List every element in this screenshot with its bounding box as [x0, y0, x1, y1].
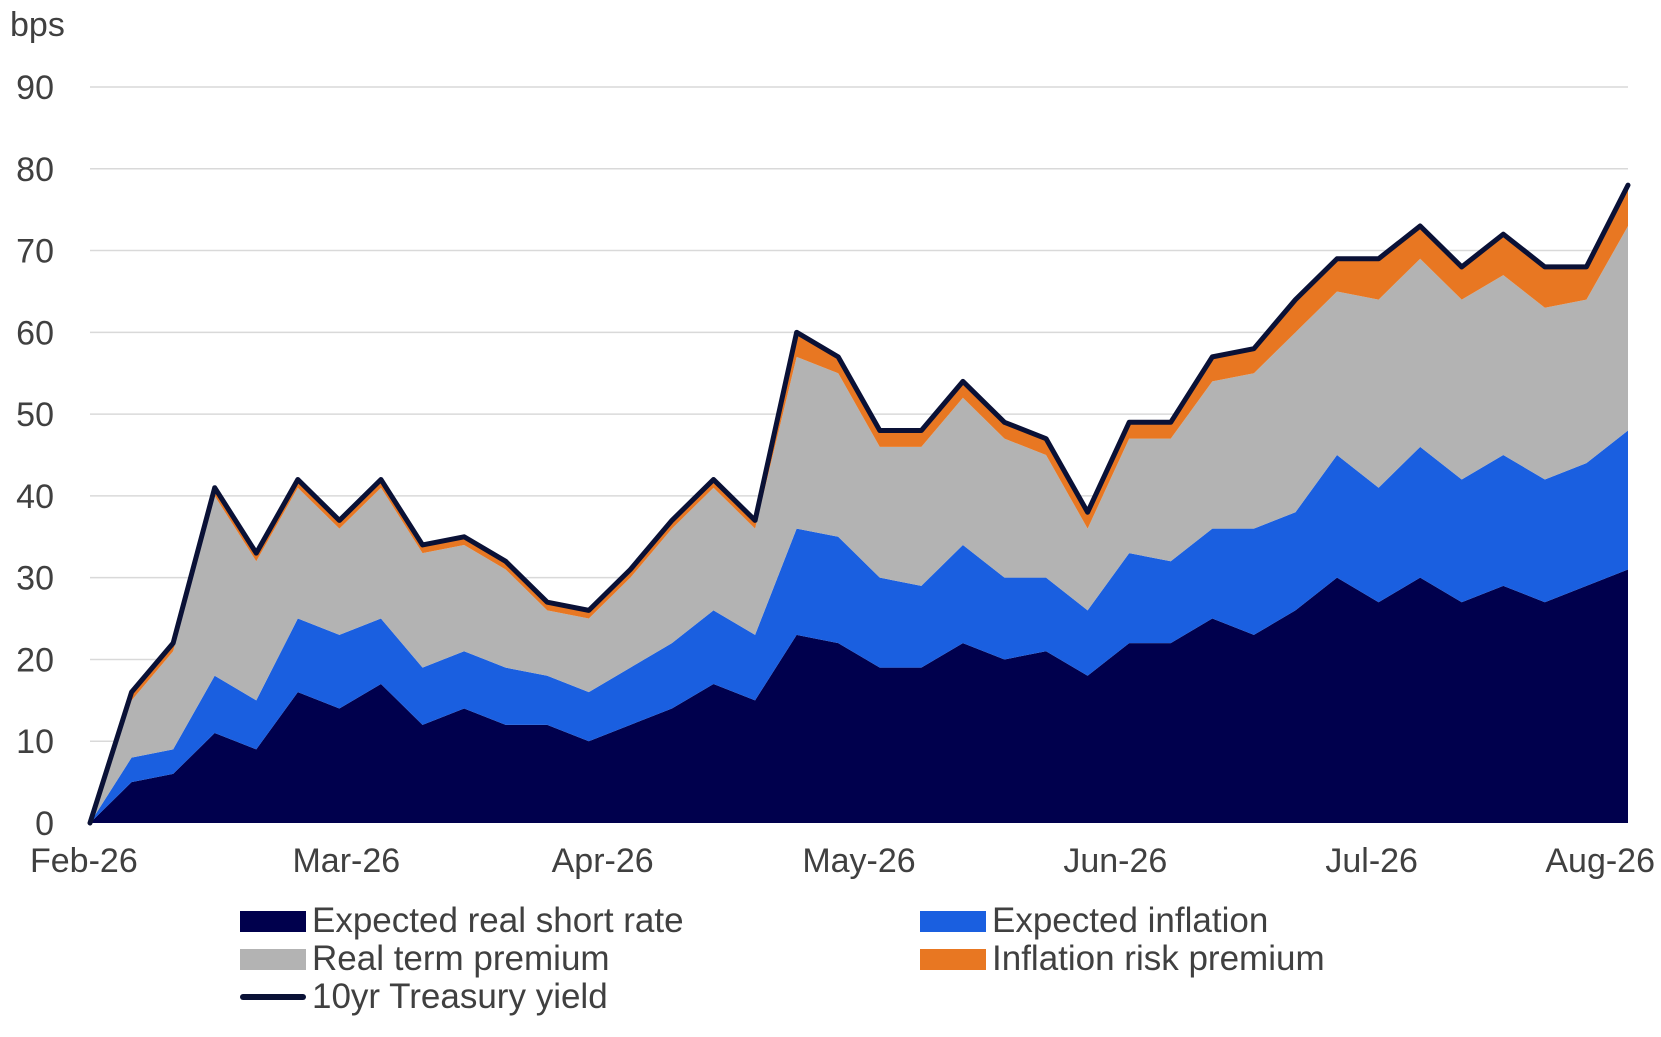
x-tick-label-jun-26: Jun-26 [1063, 842, 1167, 880]
legend-item-10yr-treasury-yield: 10yr Treasury yield [240, 977, 608, 1016]
y-tick-label-90: 90 [16, 69, 54, 107]
y-tick-label-70: 70 [16, 233, 54, 271]
legend-item-expected-inflation: Expected inflation [920, 901, 1269, 940]
legend-label-expected-real-short-rate: Expected real short rate [312, 901, 684, 940]
legend-label-expected-inflation: Expected inflation [992, 901, 1269, 940]
legend-item-real-term-premium: Real term premium [240, 939, 610, 978]
legend-label-real-term-premium: Real term premium [312, 939, 610, 978]
legend: Expected real short rate Expected inflat… [240, 901, 1500, 1032]
x-tick-label-feb-26: Feb-26 [30, 842, 138, 880]
legend-label-10yr-treasury-yield: 10yr Treasury yield [312, 977, 608, 1016]
legend-swatch-real-term-premium [240, 948, 306, 970]
legend-label-inflation-risk-premium: Inflation risk premium [992, 939, 1325, 978]
area-real-term-premium [90, 226, 1628, 823]
y-tick-label-0: 0 [35, 805, 54, 843]
stacked-areas [90, 185, 1628, 824]
legend-item-expected-real-short-rate: Expected real short rate [240, 901, 684, 940]
x-tick-label-aug-26: Aug-26 [1545, 842, 1655, 880]
legend-swatch-expected-real-short-rate [240, 910, 306, 932]
area-expected-real-short-rate [90, 569, 1628, 823]
legend-item-inflation-risk-premium: Inflation risk premium [920, 939, 1325, 978]
legend-swatch-10yr-treasury-yield [240, 994, 306, 1000]
y-tick-label-80: 80 [16, 151, 54, 189]
y-tick-label-50: 50 [16, 396, 54, 434]
y-tick-label-10: 10 [16, 723, 54, 761]
x-tick-label-jul-26: Jul-26 [1325, 842, 1418, 880]
legend-swatch-inflation-risk-premium [920, 948, 986, 970]
legend-swatch-expected-inflation [920, 910, 986, 932]
y-tick-label-20: 20 [16, 641, 54, 679]
x-axis-tick-labels: Feb-26 Mar-26 Apr-26 May-26 Jun-26 Jul-26 Aug-… [30, 842, 1655, 880]
y-tick-label-30: 30 [16, 560, 54, 598]
y-axis-unit-label: bps [10, 6, 65, 44]
x-tick-label-mar-26: Mar-26 [292, 842, 400, 880]
y-tick-label-40: 40 [16, 478, 54, 516]
y-tick-label-60: 60 [16, 314, 54, 352]
line-10yr-treasury-yield [87, 182, 1631, 826]
y-axis-tick-labels: 0 10 20 30 40 50 60 70 80 90 [16, 69, 54, 843]
x-tick-label-may-26: May-26 [802, 842, 915, 880]
x-tick-label-apr-26: Apr-26 [552, 842, 654, 880]
line-series [87, 182, 1631, 826]
